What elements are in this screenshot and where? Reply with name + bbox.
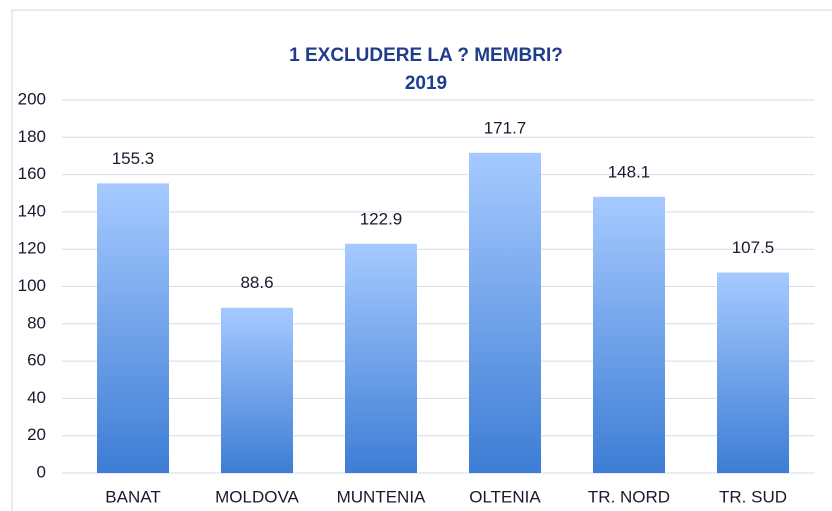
x-tick-label: MOLDOVA (215, 487, 299, 506)
data-label: 155.3 (112, 149, 155, 168)
y-tick-label: 180 (18, 127, 46, 146)
x-tick-label: MUNTENIA (337, 487, 426, 506)
data-label: 88.6 (240, 273, 273, 292)
y-tick-label: 60 (27, 351, 46, 370)
bar (221, 307, 293, 473)
bar (469, 152, 541, 474)
bar (593, 196, 665, 473)
data-label: 107.5 (732, 238, 775, 257)
x-tick-label: BANAT (105, 487, 160, 506)
x-tick-label: TR. SUD (719, 487, 787, 506)
y-tick-label: 80 (27, 313, 46, 332)
bar (717, 272, 789, 473)
data-label: 122.9 (360, 209, 403, 228)
y-tick-label: 160 (18, 164, 46, 183)
data-label: 171.7 (484, 118, 527, 137)
y-tick-label: 100 (18, 276, 46, 295)
y-tick-label: 0 (37, 462, 46, 481)
x-tick-label: TR. NORD (588, 487, 670, 506)
y-tick-label: 200 (18, 89, 46, 108)
bar (345, 243, 417, 473)
y-tick-label: 20 (27, 425, 46, 444)
chart-subtitle: 2019 (405, 73, 447, 94)
chart-title: 1 EXCLUDERE LA ? MEMBRI? (289, 45, 563, 66)
data-label: 148.1 (608, 162, 651, 181)
y-tick-label: 120 (18, 239, 46, 258)
x-tick-label: OLTENIA (469, 487, 541, 506)
bar (97, 183, 169, 474)
y-tick-label: 40 (27, 388, 46, 407)
y-tick-label: 140 (18, 201, 46, 220)
